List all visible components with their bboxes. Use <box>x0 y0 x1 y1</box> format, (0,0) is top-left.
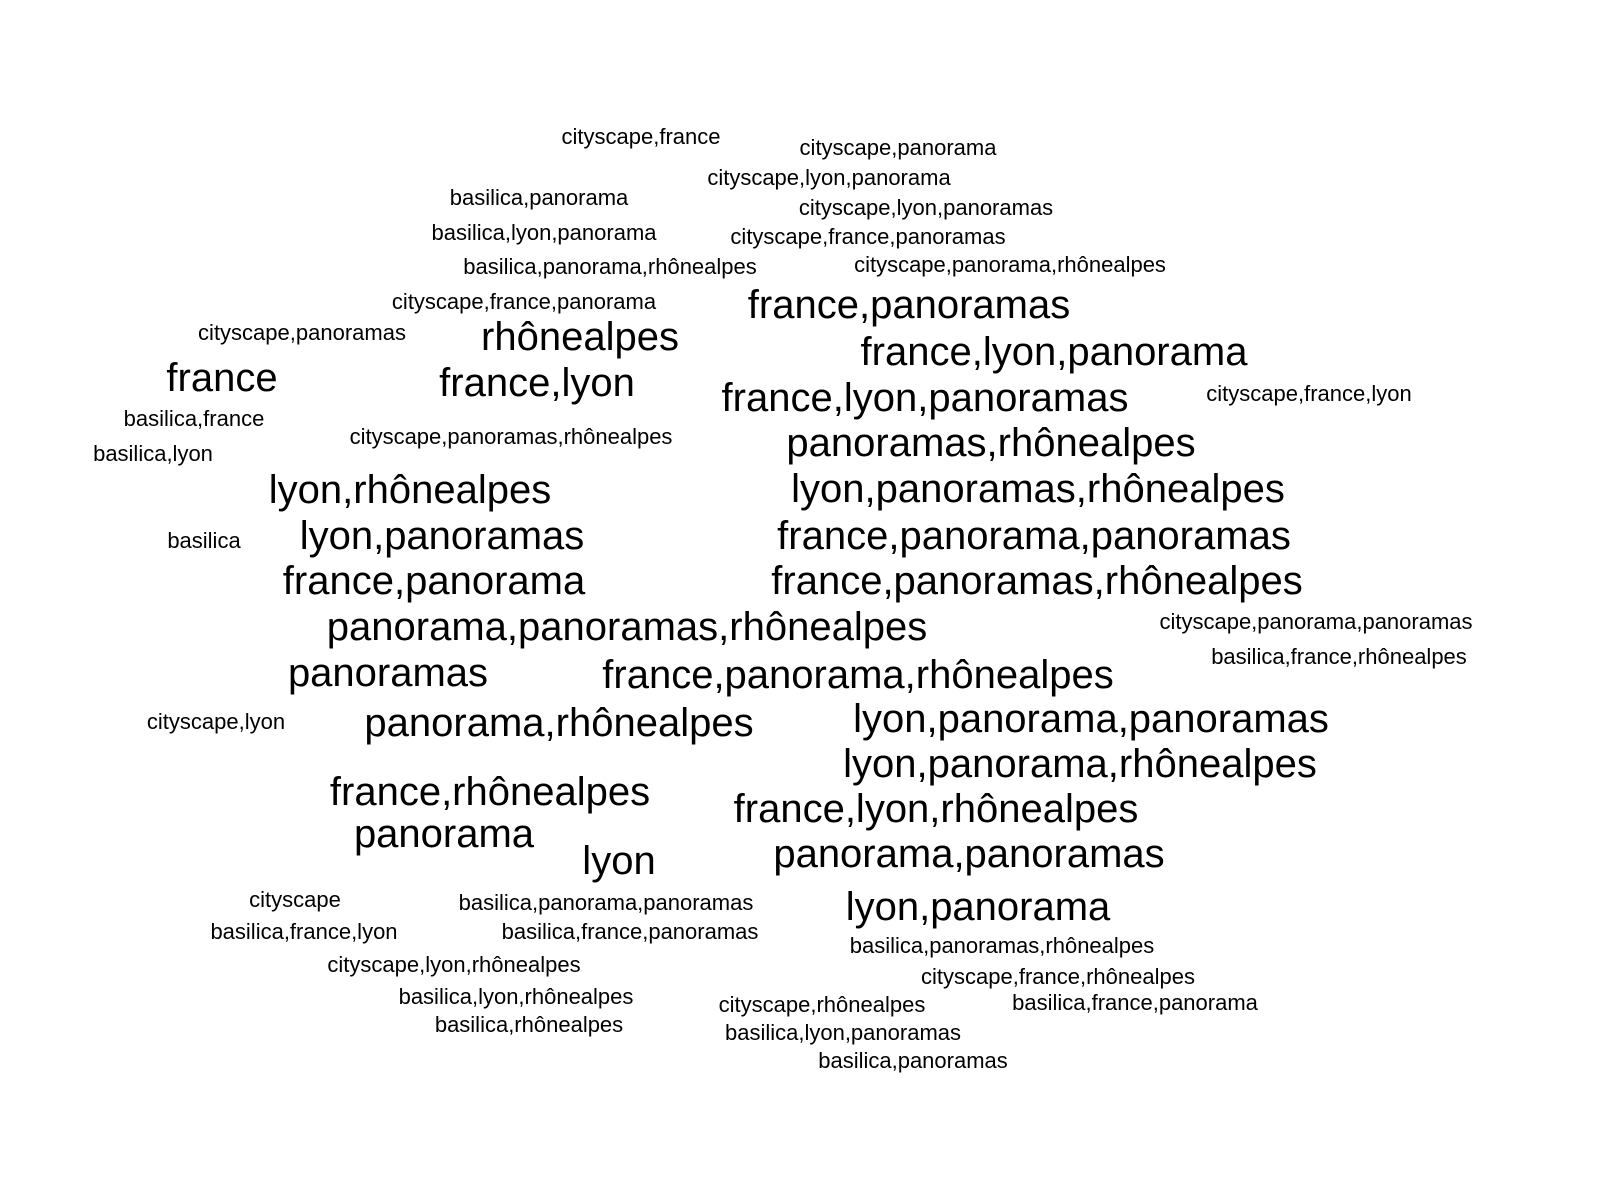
word: panorama,panoramas,rhônealpes <box>326 605 928 649</box>
word: basilica,panoramas,rhônealpes <box>849 933 1155 958</box>
word: lyon <box>582 839 656 883</box>
word: basilica,lyon,rhônealpes <box>398 984 634 1009</box>
word: panorama,panoramas <box>773 832 1165 876</box>
word: basilica,france,panorama <box>1012 990 1258 1015</box>
word: cityscape,panorama,panoramas <box>1159 609 1473 634</box>
word: france,rhônealpes <box>329 770 651 814</box>
word: france,lyon,panoramas <box>721 376 1129 420</box>
word: basilica,lyon,panorama <box>431 220 657 245</box>
word: france,panoramas,rhônealpes <box>771 559 1303 603</box>
word: cityscape,france,panoramas <box>730 224 1006 249</box>
word: basilica,rhônealpes <box>434 1012 624 1037</box>
word: lyon,panorama,rhônealpes <box>843 742 1317 786</box>
word: basilica,lyon <box>93 441 213 466</box>
word: cityscape,panoramas,rhônealpes <box>349 424 673 449</box>
word: lyon,panoramas <box>299 514 585 558</box>
word: france <box>166 356 278 400</box>
word: lyon,panoramas,rhônealpes <box>791 467 1285 511</box>
word: cityscape,panoramas <box>198 320 406 345</box>
word: panoramas <box>287 651 489 695</box>
word: cityscape,france,rhônealpes <box>921 964 1195 989</box>
word: france,lyon,panorama <box>860 330 1248 374</box>
word: france,panorama,panoramas <box>777 514 1291 558</box>
word: france,panorama <box>282 559 586 603</box>
word: cityscape,france,panorama <box>391 289 657 314</box>
word: basilica,lyon,panoramas <box>724 1020 962 1045</box>
word: basilica,france <box>123 406 265 431</box>
word: rhônealpes <box>481 315 679 359</box>
word: panoramas,rhônealpes <box>786 421 1196 465</box>
word: cityscape,rhônealpes <box>718 992 926 1017</box>
word: lyon,panorama,panoramas <box>853 697 1329 741</box>
word: lyon,rhônealpes <box>268 468 552 512</box>
word: lyon,panorama <box>845 885 1111 929</box>
word: cityscape,lyon,rhônealpes <box>327 952 581 977</box>
word: cityscape <box>249 887 341 912</box>
word: panorama <box>353 812 535 856</box>
word: cityscape,france,lyon <box>1206 381 1412 406</box>
word: basilica,panorama,rhônealpes <box>463 254 757 279</box>
word: basilica,panoramas <box>818 1048 1008 1073</box>
word: cityscape,france <box>561 124 721 149</box>
word: basilica,france,lyon <box>210 919 398 944</box>
word: panorama,rhônealpes <box>364 701 754 745</box>
word: cityscape,panorama,rhônealpes <box>854 252 1166 277</box>
word: basilica,france,panoramas <box>501 919 759 944</box>
word: cityscape,lyon,panoramas <box>798 195 1054 220</box>
word: cityscape,panorama <box>799 135 997 160</box>
word: basilica,panorama <box>449 185 629 210</box>
word: france,lyon,rhônealpes <box>733 787 1139 831</box>
word: basilica <box>167 528 241 553</box>
word: basilica,france,rhônealpes <box>1211 644 1467 669</box>
word: france,panoramas <box>747 283 1071 327</box>
word: basilica,panorama,panoramas <box>458 890 754 915</box>
word: cityscape,lyon,panorama <box>707 165 951 190</box>
word: cityscape,lyon <box>146 709 286 734</box>
word: france,lyon <box>439 361 635 405</box>
word: france,panorama,rhônealpes <box>602 653 1114 697</box>
